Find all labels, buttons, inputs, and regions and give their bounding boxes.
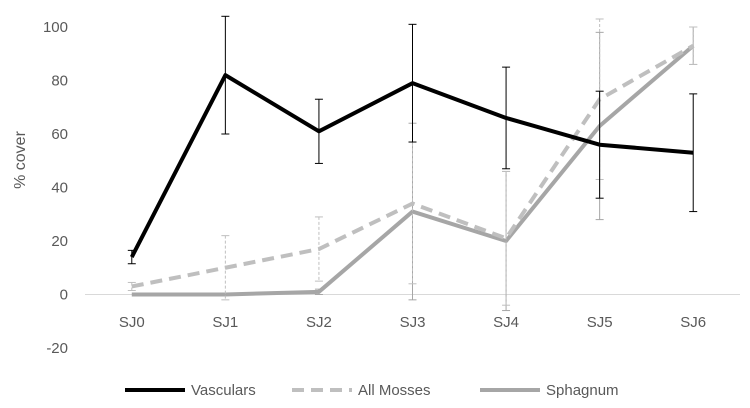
legend-item: Sphagnum	[480, 382, 619, 399]
y-tick-label: 0	[60, 287, 68, 304]
legend-label: Vasculars	[191, 382, 256, 399]
x-tick-label: SJ1	[212, 314, 238, 331]
y-tick-label: 80	[51, 73, 68, 90]
y-tick-label: -20	[46, 340, 68, 357]
legend-item: All Mosses	[292, 382, 431, 399]
y-tick-label: 20	[51, 233, 68, 250]
x-tick-label: SJ3	[400, 314, 426, 331]
x-tick-label: SJ0	[119, 314, 145, 331]
series-vasculars	[127, 15, 698, 265]
legend-label: All Mosses	[358, 382, 431, 399]
y-tick-label: 60	[51, 126, 68, 143]
legend: Vasculars All Mosses Sphagnum	[125, 382, 619, 399]
y-axis-title: % cover	[12, 130, 29, 188]
y-tick-label: 100	[43, 19, 68, 36]
legend-item: Vasculars	[125, 382, 256, 399]
y-tick-label: 40	[51, 180, 68, 197]
x-tick-label: SJ6	[680, 314, 706, 331]
x-tick-label: SJ4	[493, 314, 519, 331]
y-axis-tick-labels: -20 0 20 40 60 80 100	[43, 19, 68, 357]
x-axis-tick-labels: SJ0 SJ1 SJ2 SJ3 SJ4 SJ5 SJ6	[119, 314, 706, 331]
x-tick-label: SJ2	[306, 314, 332, 331]
legend-label: Sphagnum	[546, 382, 619, 399]
series-layer	[127, 15, 698, 312]
x-tick-label: SJ5	[587, 314, 613, 331]
